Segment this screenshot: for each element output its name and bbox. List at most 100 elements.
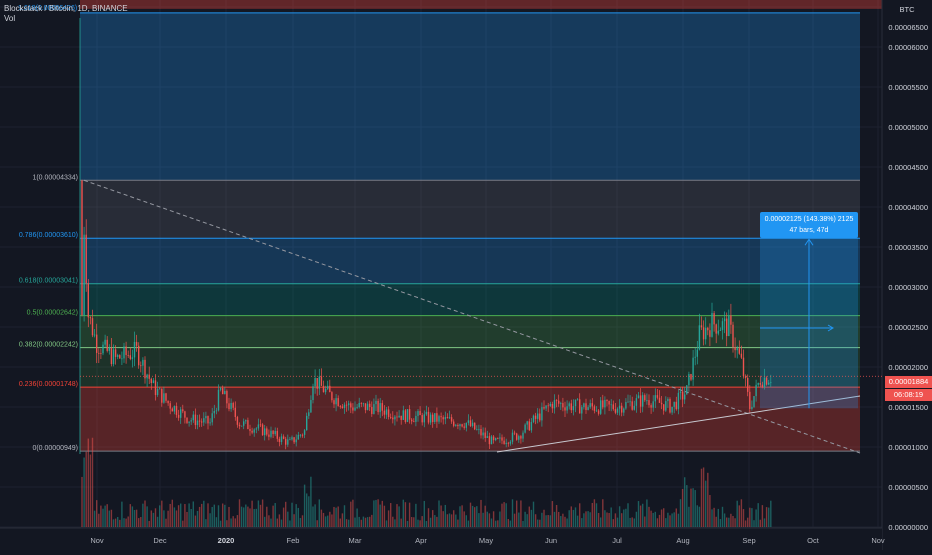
candle (612, 404, 614, 410)
volume-bar (444, 504, 446, 527)
candle (631, 401, 633, 410)
candle (520, 436, 522, 439)
volume-bar (366, 517, 369, 527)
volume-bar (482, 512, 484, 527)
volume-bar (547, 515, 549, 527)
volume-bar (585, 511, 587, 527)
candle (513, 432, 516, 434)
candle (484, 432, 486, 438)
volume-bar (593, 499, 596, 527)
volume-bar (194, 515, 197, 527)
candle (419, 411, 421, 416)
price-axis-bg (882, 0, 932, 550)
price-tick-label: 0.00000500 (888, 483, 928, 492)
candle (230, 402, 232, 410)
volume-bar (236, 515, 239, 527)
candle (169, 403, 171, 409)
candle (434, 413, 436, 423)
candle (675, 401, 677, 410)
candle (667, 398, 669, 402)
volume-bar (335, 507, 337, 527)
time-axis[interactable]: Nov Dec 2020 Feb Mar Apr May Jun Jul Aug Sep Oct Nov (0, 527, 885, 550)
candle (312, 386, 314, 401)
candle (222, 388, 224, 395)
volume-bar (186, 511, 188, 527)
candle (335, 398, 337, 405)
fib-band (80, 238, 860, 284)
candle (591, 403, 593, 407)
price-tick-label: 0.00004500 (888, 163, 928, 172)
candle (217, 389, 220, 411)
fib-retracement[interactable]: 1.618(0.00006426) 1(0.00004334) 0.786(0.00… (18, 0, 882, 454)
price-tick-label: 0.00001000 (888, 443, 928, 452)
volume-bar (333, 506, 335, 527)
volume-bar (320, 509, 323, 527)
candle (463, 426, 465, 428)
volume-bar (255, 508, 257, 527)
candle (167, 400, 169, 404)
volume-bar (377, 499, 379, 527)
candle (490, 436, 493, 445)
volume-bar (348, 519, 350, 527)
candle (379, 403, 381, 413)
candle (135, 341, 138, 346)
candle (282, 436, 285, 439)
candle (219, 388, 222, 390)
volume-bar (110, 509, 113, 527)
time-tick-label: Nov (871, 536, 885, 545)
price-tick-label: 0.00000000 (888, 523, 928, 532)
candle (211, 413, 213, 423)
price-range-tool[interactable] (760, 238, 858, 409)
volume-bar (723, 513, 726, 527)
volume-bar (669, 515, 671, 527)
volume-bar (211, 506, 213, 527)
candle (751, 406, 753, 409)
candle (417, 411, 419, 416)
candle (406, 409, 409, 422)
volume-bar (597, 512, 600, 527)
volume-bar (589, 512, 591, 527)
candle (633, 405, 635, 410)
volume-bar (436, 516, 438, 527)
candle (747, 378, 749, 392)
volume-bar (173, 507, 176, 527)
candle (308, 412, 310, 416)
candle (251, 430, 253, 433)
candle (259, 424, 262, 426)
volume-bar (295, 504, 297, 527)
price-axis[interactable]: BTC 0.00006000 0.00005500 0.00005000 0.00004… (881, 0, 932, 550)
candle (744, 376, 747, 379)
volume-bar (121, 501, 123, 527)
volume-legend[interactable]: Vol (4, 14, 128, 24)
candle (272, 430, 274, 435)
candle (203, 418, 205, 423)
symbol-title[interactable]: Blockstack / Bitcoin, 1D, BINANCE (4, 4, 128, 13)
candle (224, 391, 226, 395)
volume-bar (770, 500, 772, 527)
volume-bar (91, 437, 94, 527)
candle (530, 422, 533, 431)
candle (236, 416, 239, 425)
candlestick-series[interactable] (81, 179, 772, 450)
volume-bar (497, 520, 499, 527)
volume-bar (421, 516, 423, 527)
candle (736, 348, 738, 351)
candle (324, 388, 327, 393)
candle (427, 411, 430, 423)
candle (148, 374, 150, 379)
candle (83, 234, 85, 315)
volume-bar (763, 518, 766, 527)
volume-bar (224, 504, 226, 527)
support-trend-line[interactable] (496, 395, 861, 453)
volume-bar (759, 519, 761, 527)
candle (150, 378, 152, 384)
volume-bar (398, 506, 400, 527)
volume-bar (114, 518, 117, 527)
candle (232, 402, 234, 408)
volume-bar (289, 520, 291, 527)
candle (110, 347, 113, 365)
candle (402, 410, 404, 420)
volume-bar (180, 503, 182, 527)
